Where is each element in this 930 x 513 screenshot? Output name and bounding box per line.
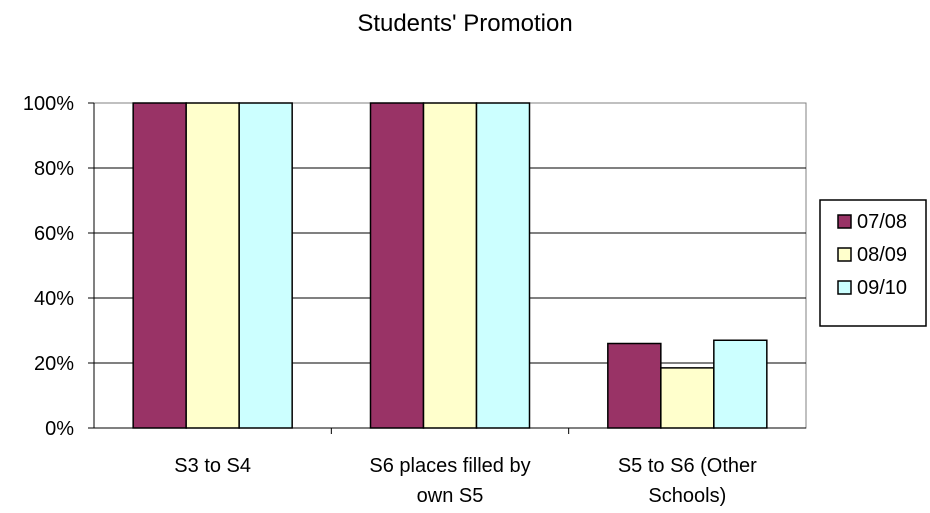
bar	[132, 102, 187, 429]
axes: 0% 20% 40% 60% 80% 100% S3 to S4 S6 places fill…	[23, 93, 806, 507]
bar	[185, 102, 240, 429]
legend-swatch	[837, 214, 852, 229]
bar	[713, 339, 768, 429]
legend: 07/08 08/09 09/10	[819, 199, 927, 327]
y-tick-label: 100%	[23, 93, 74, 115]
y-tick-label: 60%	[34, 223, 74, 245]
bar	[607, 342, 662, 429]
y-tick-label: 40%	[34, 288, 74, 310]
y-tick-label: 80%	[34, 158, 74, 180]
x-tick-label: Schools)	[648, 485, 726, 507]
x-tick-label: S5 to S6 (Other	[618, 455, 757, 477]
legend-label: 09/10	[857, 277, 907, 299]
x-tick-label: S3 to S4	[174, 455, 251, 477]
legend-label: 08/09	[857, 244, 907, 266]
x-tick-label: S6 places filled by	[369, 455, 530, 477]
bar	[475, 102, 531, 429]
chart-title: Students' Promotion	[357, 10, 573, 37]
legend-label: 07/08	[857, 211, 907, 233]
y-tick-label: 0%	[45, 418, 74, 440]
bar	[422, 102, 478, 429]
x-tick-label: own S5	[417, 485, 484, 507]
legend-swatch	[837, 247, 852, 262]
bars	[132, 102, 768, 429]
legend-swatch	[837, 280, 852, 295]
bar	[238, 102, 293, 429]
bar	[369, 102, 425, 429]
y-tick-label: 20%	[34, 353, 74, 375]
bar	[660, 367, 715, 429]
